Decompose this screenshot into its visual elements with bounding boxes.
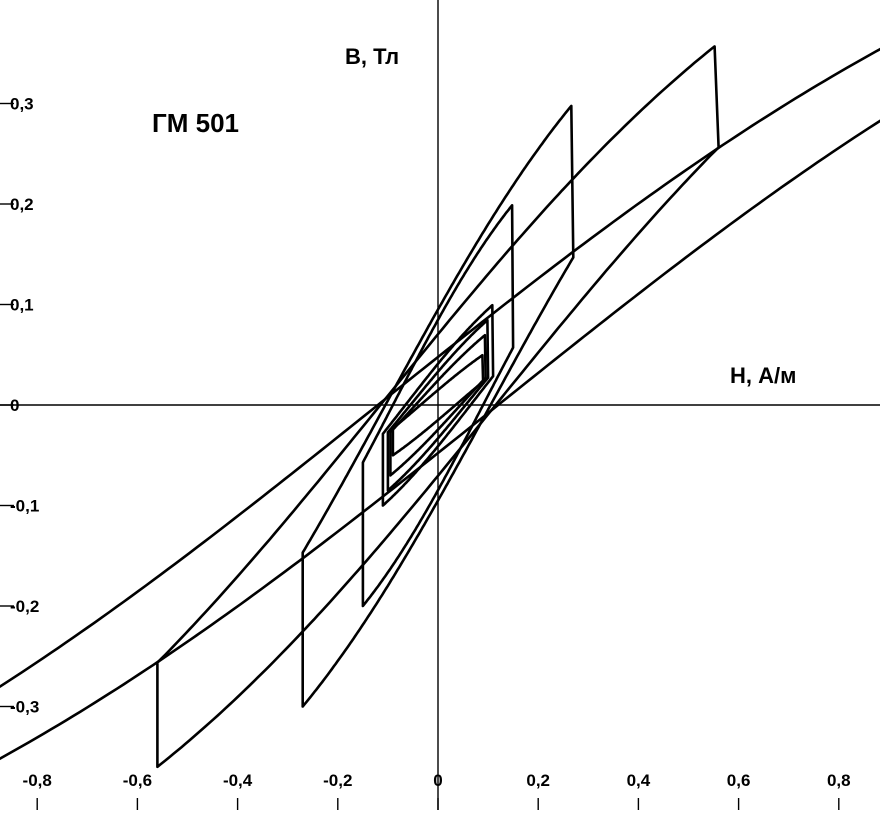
y-tick-label: -0,2 <box>10 597 39 616</box>
hysteresis-loop-7 <box>389 333 487 477</box>
ticks: 0,3 0,2 0,1 0 -0,1 -0,2 -0,3 -0,8 -0,6 -0,4 -0,2 0 0… <box>0 95 851 810</box>
y-tick-label: 0,2 <box>10 195 34 214</box>
x-axis-label: H, А/м <box>730 363 796 388</box>
hysteresis-loop-2 <box>156 45 720 769</box>
chart-title: ГМ 501 <box>152 108 239 138</box>
x-tick-label: -0,4 <box>223 771 253 790</box>
hysteresis-loops <box>0 45 880 769</box>
y-tick-label: 0 <box>10 396 19 415</box>
hysteresis-loop-1 <box>0 47 880 761</box>
x-tick-label: -0,2 <box>323 771 352 790</box>
y-axis-label: B, Тл <box>345 44 399 69</box>
hysteresis-loop-4 <box>361 204 515 608</box>
x-tick-label: -0,8 <box>23 771 52 790</box>
hysteresis-loop-3 <box>301 104 575 708</box>
x-tick-label: 0,6 <box>727 771 751 790</box>
hysteresis-loop-6 <box>386 318 490 492</box>
x-tick-label: 0,2 <box>526 771 550 790</box>
x-tick-label: -0,6 <box>123 771 152 790</box>
x-tick-label: 0 <box>433 771 442 790</box>
y-tick-label: -0,1 <box>10 497 39 516</box>
x-tick-label: 0,4 <box>627 771 651 790</box>
hysteresis-loop-8 <box>391 353 485 457</box>
y-tick-label: 0,1 <box>10 296 34 315</box>
y-tick-label: -0,3 <box>10 698 39 717</box>
y-tick-label: 0,3 <box>10 95 34 114</box>
hysteresis-loop-5 <box>381 303 495 507</box>
x-tick-label: 0,8 <box>827 771 851 790</box>
